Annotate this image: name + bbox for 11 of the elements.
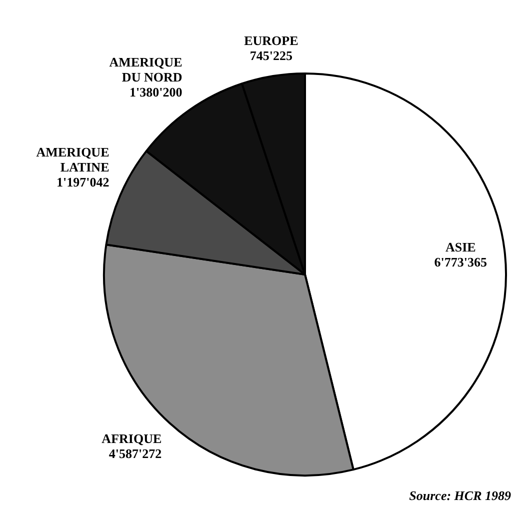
- data-label: 745'225: [250, 48, 293, 64]
- slice-label: ASIE: [445, 239, 476, 254]
- data-label: 1'197'042: [56, 174, 110, 190]
- source-note: Source: HCR 1989: [409, 488, 512, 503]
- data-label: 1'380'200: [130, 84, 182, 100]
- data-label: 6'773'365: [434, 254, 488, 270]
- slice-label: EUROPE: [244, 33, 298, 48]
- slice-label: AFRIQUE: [102, 430, 162, 446]
- data-label: 4'587'272: [108, 446, 162, 461]
- slice-label: AMERIQUE DU NORD: [109, 54, 182, 84]
- slice-label: AMERIQUE LATINE: [36, 144, 110, 174]
